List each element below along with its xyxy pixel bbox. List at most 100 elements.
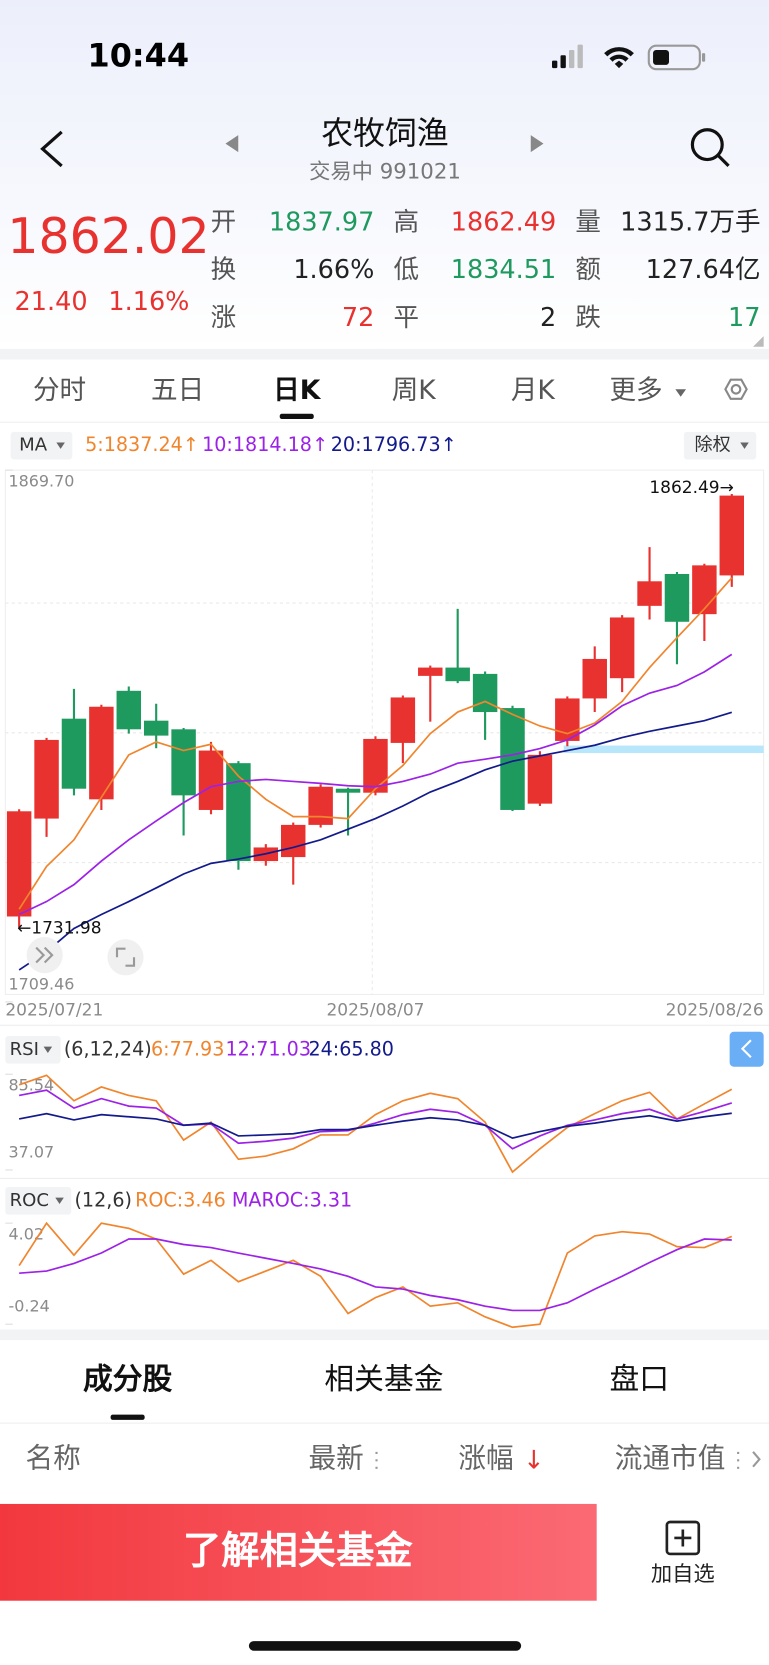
period-tab[interactable]: 五日 xyxy=(151,375,204,406)
bottom-tabs: 成分股 相关基金 盘口 xyxy=(83,1362,669,1420)
dropdown-caret xyxy=(43,1046,53,1053)
period-tab[interactable]: 分时 xyxy=(33,375,86,406)
candle-body xyxy=(445,667,470,682)
dropdown-caret xyxy=(740,442,749,449)
legend-entry: 5:1837.24↑ xyxy=(85,433,199,456)
candle-body xyxy=(61,718,87,789)
dropdown-caret xyxy=(675,389,687,397)
roc-chart: ROC (12,6) ROC:3.46 MAROC:3.31 4.02 -0.24 xyxy=(5,1188,733,1329)
x-tick-label: 2025/07/21 xyxy=(5,1000,103,1020)
tab-indicator xyxy=(279,413,314,420)
legend-entry: 12:71.03 xyxy=(225,1037,311,1060)
series-line xyxy=(18,1112,732,1140)
series-line xyxy=(19,1238,732,1312)
price-change-pct: 1.16% xyxy=(108,287,189,317)
field-value: 1315.7万手 xyxy=(620,207,760,237)
bottom-tab[interactable]: 盘口 xyxy=(609,1362,669,1397)
adjust-label: 除权 xyxy=(695,435,731,456)
collapse-icon xyxy=(740,1039,752,1058)
adjust-selector[interactable] xyxy=(683,431,757,460)
y-tick-label: 4.02 xyxy=(9,1224,45,1243)
field-label: 量 xyxy=(575,207,601,237)
candle-body xyxy=(226,763,251,862)
candle-body xyxy=(335,788,361,793)
collapse-button[interactable] xyxy=(729,1031,764,1067)
candle-body xyxy=(637,581,662,606)
ma-selector[interactable] xyxy=(10,431,73,460)
field-value: 1834.51 xyxy=(451,255,557,285)
candle-body xyxy=(719,495,745,576)
scroll-caret xyxy=(752,1451,761,1468)
field-label: 跌 xyxy=(575,303,601,333)
candle-body xyxy=(527,754,553,804)
indicator-label: ROC xyxy=(10,1190,49,1211)
separator xyxy=(0,1329,769,1341)
home-indicator xyxy=(248,1641,522,1651)
indicator-params: (12,6) xyxy=(74,1188,132,1211)
field-value: 72 xyxy=(342,303,374,333)
field-label: 开 xyxy=(211,207,237,237)
primary-button[interactable] xyxy=(0,1503,597,1601)
series-line xyxy=(18,711,733,971)
next-button[interactable] xyxy=(530,135,544,153)
header-background xyxy=(0,0,769,351)
legend-entry: 20:1796.73↑ xyxy=(331,433,457,456)
last-price: 1862.02 xyxy=(7,208,209,265)
price-band xyxy=(563,745,764,754)
field-value: 17 xyxy=(728,303,760,333)
field-value: 1862.49 xyxy=(451,207,557,237)
bottom-tab[interactable]: 成分股 xyxy=(83,1362,173,1397)
ma-selector-label: MA xyxy=(19,435,48,456)
series-line xyxy=(18,1074,733,1174)
period-tab[interactable]: 周K xyxy=(392,375,437,406)
period-tabs: 分时 五日 日K 周K 月K 更多 xyxy=(33,375,687,420)
column-header[interactable]: 流通市值 xyxy=(615,1441,726,1474)
legend-entry: 24:65.80 xyxy=(308,1037,394,1060)
watchlist-button[interactable] xyxy=(665,1520,701,1556)
bottom-tab[interactable]: 相关基金 xyxy=(324,1362,443,1397)
y-tick-label: 1869.70 xyxy=(9,471,75,490)
field-value: 127.64亿 xyxy=(646,255,761,285)
grid xyxy=(5,470,764,995)
candle-body xyxy=(308,786,333,825)
period-tab[interactable]: 日K xyxy=(273,375,322,406)
candle-body xyxy=(390,697,416,743)
y-tick-label: 85.54 xyxy=(9,1075,55,1094)
search-button[interactable] xyxy=(690,128,730,168)
rsi-selector[interactable] xyxy=(5,1035,61,1064)
annotation: ←1731.98 xyxy=(17,919,102,939)
corner-mark xyxy=(753,336,764,347)
indicator-params: (6,12,24) xyxy=(64,1037,152,1060)
expand-button[interactable] xyxy=(107,939,144,976)
candle-body xyxy=(6,811,32,917)
candle-body xyxy=(116,690,142,730)
field-label: 换 xyxy=(211,255,237,285)
candle-body xyxy=(692,565,717,615)
period-tab[interactable]: 月K xyxy=(511,375,556,406)
x-tick-label: 2025/08/26 xyxy=(666,1000,764,1020)
column-header[interactable]: 最新 xyxy=(308,1441,363,1474)
candle-body xyxy=(198,750,224,810)
candle-body xyxy=(171,729,196,796)
back-button[interactable] xyxy=(40,130,63,168)
candle-body xyxy=(418,667,443,676)
field-label: 低 xyxy=(394,255,420,285)
series-line xyxy=(18,1221,733,1329)
period-tab[interactable]: 更多 xyxy=(609,375,662,406)
field-value: 2 xyxy=(540,303,556,333)
field-value: 1837.97 xyxy=(269,207,375,237)
column-header[interactable]: 涨幅 xyxy=(458,1441,513,1474)
field-label: 额 xyxy=(575,255,601,285)
status-time: 10:44 xyxy=(88,36,190,74)
prev-button[interactable] xyxy=(225,135,239,153)
watchlist-label: 加自选 xyxy=(651,1562,715,1587)
settings-button[interactable] xyxy=(724,378,748,400)
scroll-left-button[interactable] xyxy=(26,937,63,974)
price-change: 21.40 xyxy=(15,287,88,317)
roc-selector[interactable] xyxy=(5,1186,72,1215)
annotation: 1862.49→ xyxy=(649,478,734,498)
